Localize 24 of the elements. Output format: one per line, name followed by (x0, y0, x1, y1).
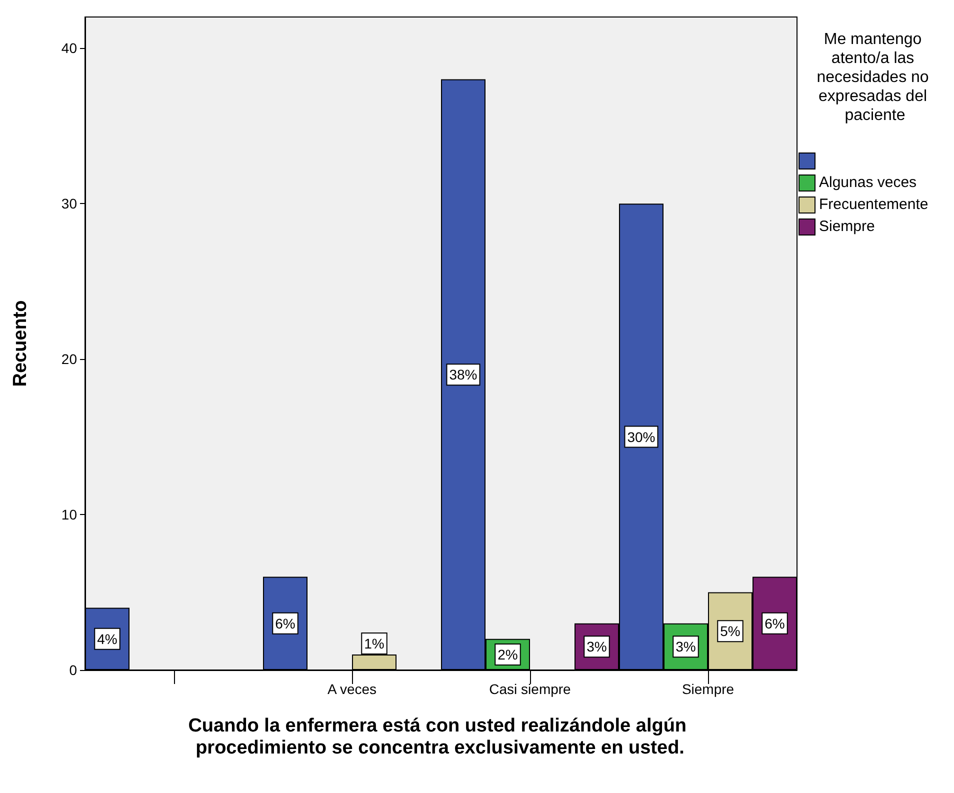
legend-label: Algunas veces (819, 174, 917, 191)
data-label: 1% (364, 635, 384, 652)
legend-title: Me mantengo atento/a las necesidades no expresadas del paciente (816, 31, 934, 124)
y-tick-label: 20 (61, 351, 78, 368)
data-label: 2% (498, 646, 518, 662)
legend-label: Frecuentemente (819, 196, 928, 213)
data-label: 4% (97, 630, 118, 647)
legend-label: Siempre (819, 218, 875, 235)
data-label: 30% (627, 428, 656, 445)
x-tick-label: Siempre (682, 681, 734, 697)
data-label: 6% (764, 615, 785, 632)
data-label: 5% (720, 623, 740, 640)
y-tick-label: 40 (61, 40, 78, 56)
data-label: 38% (449, 366, 478, 383)
y-tick-label: 30 (61, 196, 78, 212)
y-tick-label: 0 (69, 662, 78, 678)
x-tick-label: Casi siempre (489, 681, 572, 697)
y-tick-label: 10 (61, 506, 78, 523)
x-axis-title: Cuando la enfermera está con usted realizándole algún procedimiento se concentra exclusivamente en usted. (188, 716, 692, 758)
data-label: 3% (676, 638, 696, 655)
x-tick-label: A veces (327, 681, 377, 697)
data-label: 3% (586, 638, 607, 655)
data-label: 6% (275, 615, 296, 632)
y-axis-title: Recuento (10, 300, 31, 387)
